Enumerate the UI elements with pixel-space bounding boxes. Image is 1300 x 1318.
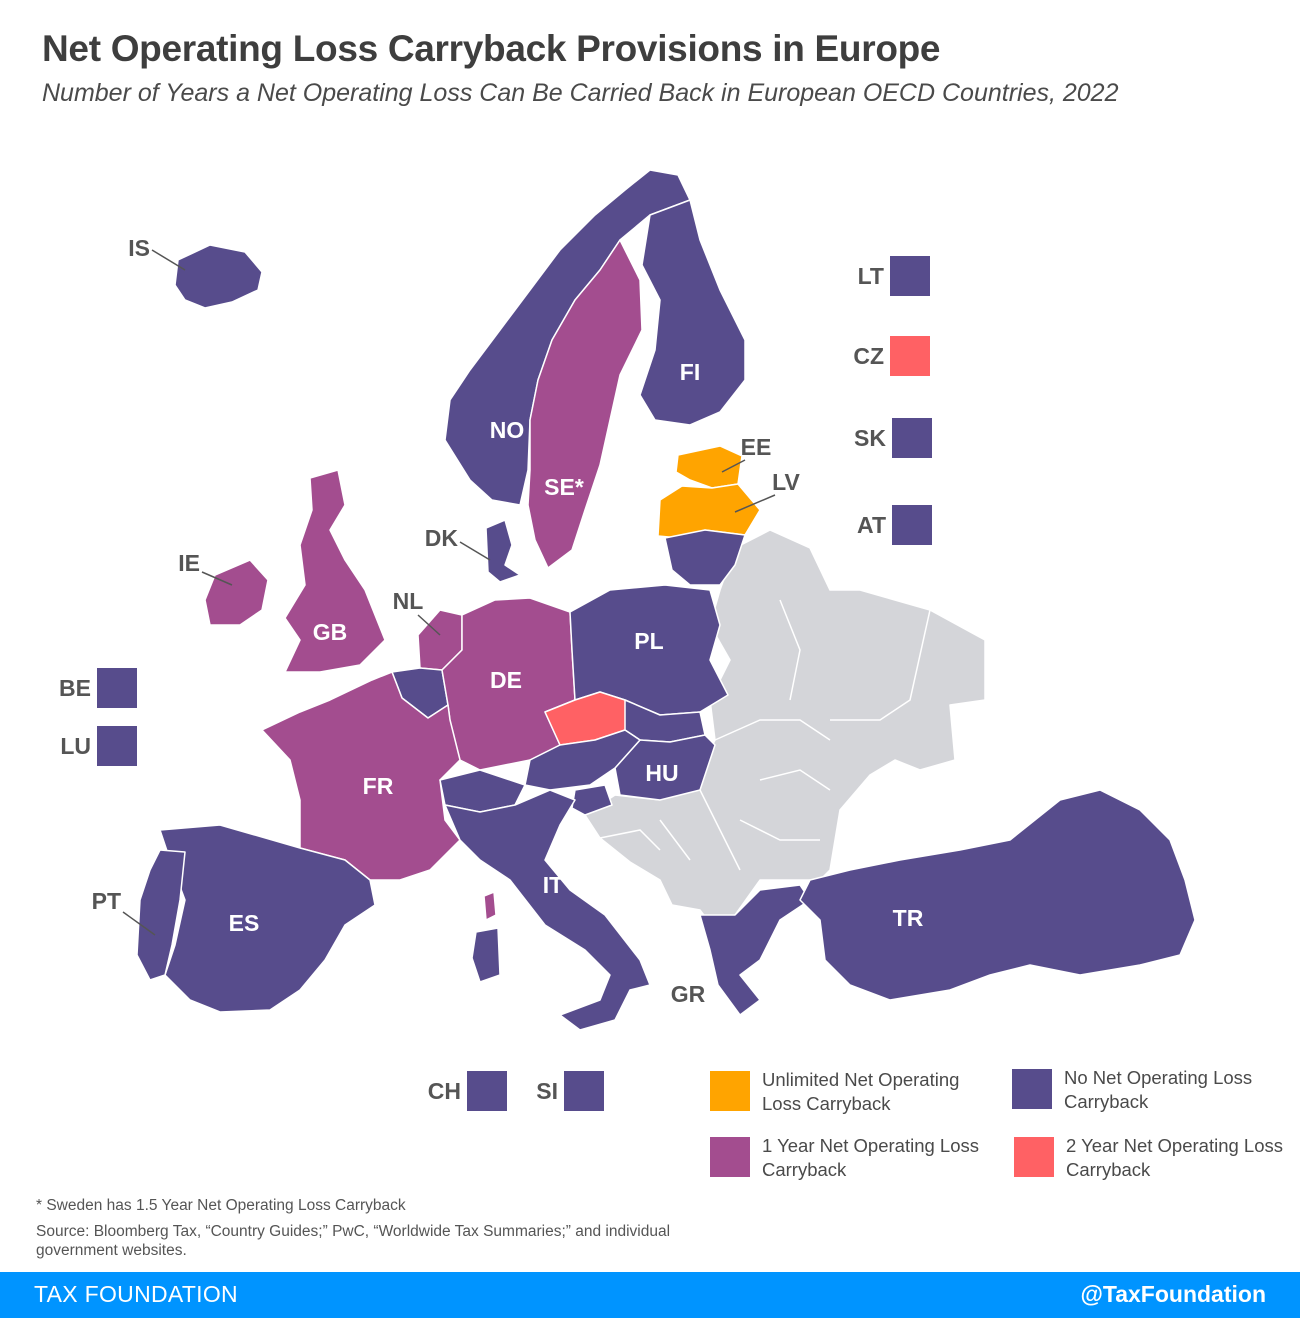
- callout-swatch-sk: [892, 418, 932, 458]
- country-fi: [639, 199, 746, 426]
- callout-label-lt: LT: [858, 263, 884, 289]
- callout-label-sk: SK: [854, 425, 886, 451]
- label-ee: EE: [741, 434, 772, 460]
- leader-dk: [459, 541, 491, 561]
- leader-ie: [201, 571, 233, 586]
- legend-label-two-year: 2 Year Net Operating Loss Carryback: [1066, 1135, 1284, 1180]
- map-subtitle: Number of Years a Net Operating Loss Can…: [42, 79, 1119, 107]
- country-is: [174, 244, 263, 309]
- country-pt: [136, 849, 186, 981]
- legend-label-one-year: 1 Year Net Operating Loss Carryback: [762, 1135, 980, 1180]
- label-fi: FI: [680, 359, 700, 385]
- country-it: [444, 789, 651, 1031]
- label-de: DE: [490, 667, 522, 693]
- callout-swatch-be: [97, 668, 137, 708]
- leader-nl: [417, 614, 441, 636]
- callout-label-lu: LU: [60, 733, 91, 759]
- callout-label-cz: CZ: [853, 343, 884, 369]
- legend-swatch-two-year: [1014, 1137, 1054, 1177]
- label-ie: IE: [178, 550, 200, 576]
- callout-label-be: BE: [59, 675, 91, 701]
- legend-label-none: No Net Operating Loss Carryback: [1064, 1067, 1253, 1112]
- label-tr: TR: [893, 905, 924, 931]
- country-at: [524, 729, 641, 791]
- leader-is: [151, 249, 186, 271]
- label-no: NO: [490, 417, 525, 443]
- leader-pt: [122, 911, 156, 936]
- country-tr: [799, 789, 1196, 1001]
- callout-swatch-at: [892, 505, 932, 545]
- callout-swatch-si: [564, 1071, 604, 1111]
- island-sardinia: [471, 927, 501, 983]
- label-fr: FR: [363, 773, 394, 799]
- label-nl: NL: [393, 588, 424, 614]
- country-dk: [485, 519, 521, 583]
- footnote-sweden: * Sweden has 1.5 Year Net Operating Loss…: [36, 1197, 406, 1214]
- callout-label-ch: CH: [428, 1078, 461, 1104]
- label-is: IS: [128, 235, 150, 261]
- country-lt: [664, 529, 746, 586]
- label-es: ES: [229, 910, 260, 936]
- country-hu: [614, 734, 716, 801]
- label-it: IT: [543, 872, 563, 898]
- country-no: [444, 169, 691, 506]
- label-gr: GR: [671, 981, 706, 1007]
- callout-swatch-lu: [97, 726, 137, 766]
- country-gr: [699, 884, 811, 1016]
- label-dk: DK: [425, 525, 459, 551]
- callout-label-at: AT: [857, 512, 886, 538]
- source-note: Source: Bloomberg Tax, “Country Guides;”…: [36, 1223, 671, 1259]
- callout-swatch-ch: [467, 1071, 507, 1111]
- legend-label-unlimited: Unlimited Net Operating Loss Carryback: [762, 1069, 960, 1114]
- footer-brand: TAX FOUNDATION: [34, 1281, 238, 1307]
- balkan-borders: [599, 599, 931, 871]
- label-gb: GB: [313, 619, 348, 645]
- label-hu: HU: [645, 760, 678, 786]
- leader-ee: [721, 459, 746, 473]
- country-gb: [284, 469, 386, 673]
- footer-bar: TAX FOUNDATION @TaxFoundation: [0, 1272, 1300, 1318]
- legend-swatch-unlimited: [710, 1071, 750, 1111]
- callout-swatch-lt: [890, 256, 930, 296]
- island-corsica: [483, 891, 497, 921]
- footer-twitter-handle[interactable]: @TaxFoundation: [1080, 1281, 1266, 1307]
- country-se: [527, 239, 643, 569]
- country-es: [159, 824, 376, 1013]
- country-ie: [204, 559, 269, 626]
- callout-swatch-cz: [890, 336, 930, 376]
- label-pt: PT: [92, 888, 121, 914]
- label-pl: PL: [634, 628, 663, 654]
- label-lv: LV: [772, 469, 800, 495]
- callout-label-si: SI: [536, 1078, 558, 1104]
- legend-swatch-one-year: [710, 1137, 750, 1177]
- map-title: Net Operating Loss Carryback Provisions …: [42, 28, 941, 69]
- country-fr: [261, 671, 461, 881]
- label-se: SE*: [544, 474, 584, 500]
- leader-lv: [734, 494, 776, 513]
- europe-map: IS NO SE* FI EE LV DK IE GB NL DE PL FR …: [59, 169, 1196, 1111]
- legend-swatch-none: [1012, 1069, 1052, 1109]
